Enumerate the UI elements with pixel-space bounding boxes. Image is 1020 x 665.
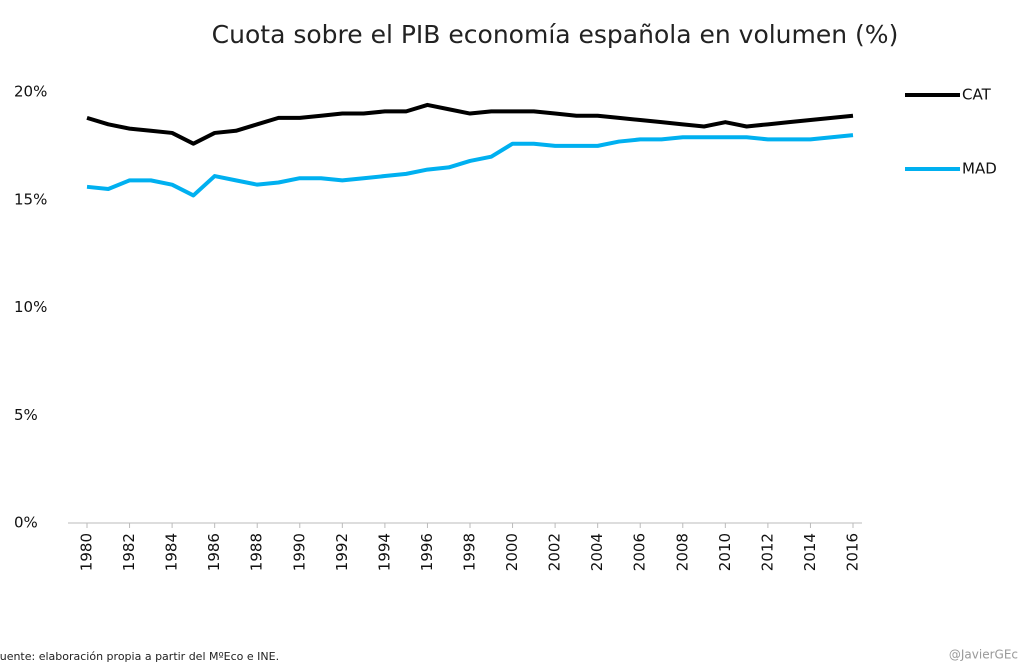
watermark: @JavierGEc xyxy=(949,648,1018,662)
chart-title: Cuota sobre el PIB economía española en … xyxy=(212,20,899,49)
x-tick-label: 1990 xyxy=(290,533,308,571)
source-note: Fuente: elaboración propia a partir del … xyxy=(0,650,279,663)
x-tick-label: 1992 xyxy=(333,533,351,571)
x-tick-label: 1988 xyxy=(248,533,266,571)
y-tick-label: 0% xyxy=(14,514,38,532)
legend-label: CAT xyxy=(962,86,992,104)
x-tick-label: 2014 xyxy=(801,533,819,571)
x-tick-label: 2006 xyxy=(631,533,649,571)
x-tick-label: 2004 xyxy=(588,533,606,571)
x-tick-label: 1982 xyxy=(120,533,138,571)
y-tick-label: 15% xyxy=(14,190,47,208)
x-tick-label: 2010 xyxy=(716,533,734,571)
y-tick-label: 10% xyxy=(14,298,47,316)
x-tick-label: 1984 xyxy=(163,533,181,571)
x-tick-label: 1996 xyxy=(418,533,436,571)
x-tick-label: 2000 xyxy=(503,533,521,571)
x-tick-label: 2016 xyxy=(844,533,862,571)
x-tick-label: 2012 xyxy=(758,533,776,571)
series-line xyxy=(86,133,854,198)
x-tick-label: 2002 xyxy=(546,533,564,571)
y-tick-label: 5% xyxy=(14,406,38,424)
legend-label: MAD xyxy=(962,160,997,178)
series-line xyxy=(86,102,854,146)
x-tick-label: 1980 xyxy=(78,533,96,571)
x-tick-label: 1986 xyxy=(205,533,223,571)
x-tick-label: 2008 xyxy=(673,533,691,571)
x-tick-label: 1998 xyxy=(461,533,479,571)
y-tick-label: 20% xyxy=(14,83,47,101)
x-tick-label: 1994 xyxy=(375,533,393,571)
